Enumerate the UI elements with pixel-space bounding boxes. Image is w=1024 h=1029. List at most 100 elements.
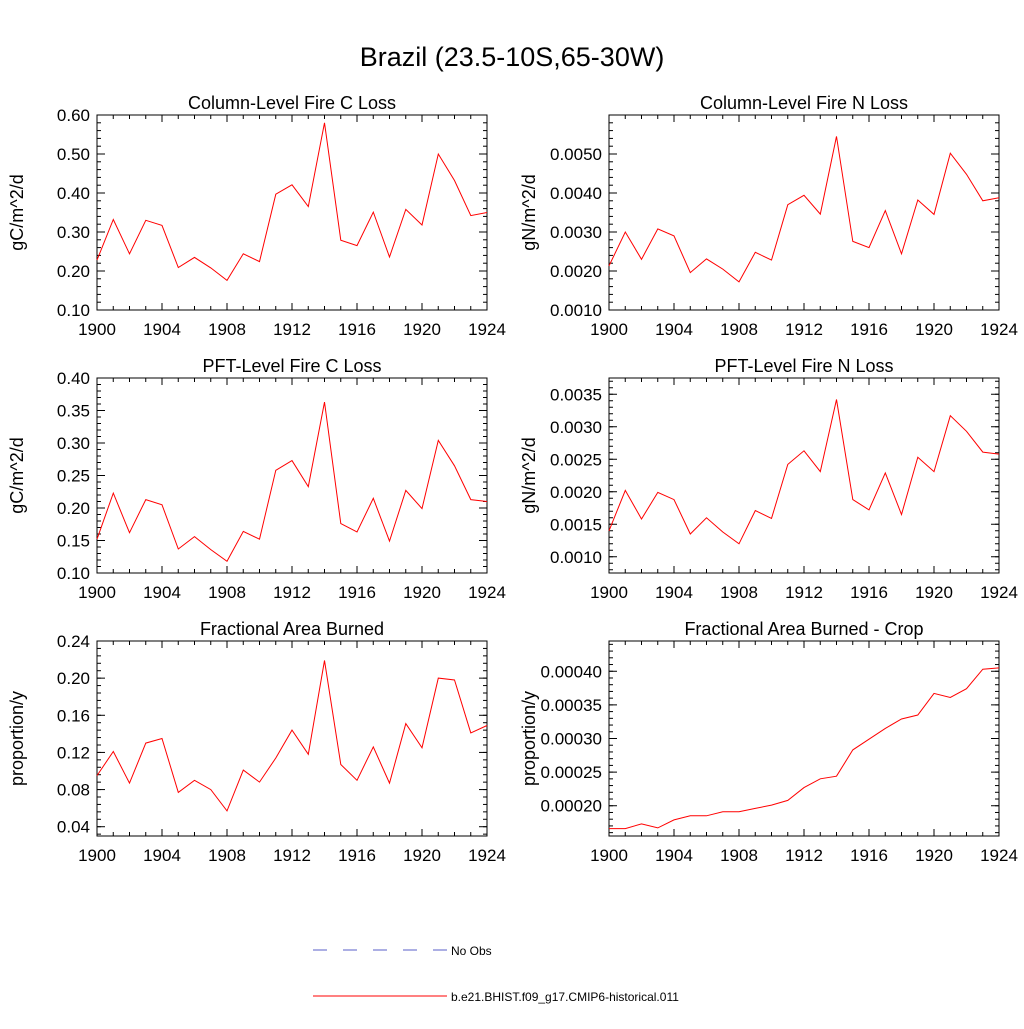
x-tick-label: 1904: [655, 583, 693, 602]
x-tick-label: 1920: [915, 583, 953, 602]
chart-panel: PFT-Level Fire C Loss gC/m^2/d 1900 1904 190…: [7, 356, 506, 602]
series-line: [608, 399, 1000, 545]
x-tick-label: 1904: [655, 846, 693, 865]
y-tick-label: 0.10: [57, 564, 90, 583]
x-tick-label: 1908: [720, 320, 758, 339]
y-axis-label: gC/m^2/d: [7, 437, 27, 513]
y-tick-label: 0.00040: [541, 662, 602, 681]
y-tick-label: 0.15: [57, 532, 90, 551]
x-tick-label: 1912: [273, 320, 311, 339]
y-tick-label: 0.0030: [550, 418, 602, 437]
y-tick-label: 0.16: [57, 706, 90, 725]
x-tick-label: 1900: [78, 320, 116, 339]
y-tick-label: 0.20: [57, 669, 90, 688]
chart-panels: Column-Level Fire C Loss gC/m^2/d 1900 1904…: [7, 93, 1018, 865]
y-tick-label: 0.50: [57, 145, 90, 164]
x-tick-label: 1920: [403, 320, 441, 339]
x-tick-label: 1916: [850, 846, 888, 865]
y-tick-label: 0.0035: [550, 385, 602, 404]
x-tick-label: 1900: [590, 583, 628, 602]
chart-panel: Fractional Area Burned proportion/y 1900 19…: [7, 619, 506, 865]
y-axis-label: gN/m^2/d: [519, 174, 539, 250]
x-tick-label: 1920: [403, 583, 441, 602]
y-tick-label: 0.35: [57, 402, 90, 421]
y-tick-label: 0.30: [57, 223, 90, 242]
series-line: [609, 667, 1000, 830]
panel-title: Column-Level Fire N Loss: [700, 93, 908, 113]
x-tick-label: 1920: [915, 320, 953, 339]
y-tick-label: 0.0020: [550, 262, 602, 281]
chart-panel: PFT-Level Fire N Loss gN/m^2/d 1900 1904 190…: [519, 356, 1018, 602]
y-axis-label: proportion/y: [7, 691, 27, 786]
x-tick-label: 1912: [785, 846, 823, 865]
panel-title: Fractional Area Burned - Crop: [684, 619, 923, 639]
x-tick-label: 1920: [403, 846, 441, 865]
x-tick-label: 1900: [590, 320, 628, 339]
series-line: [96, 660, 488, 812]
y-tick-label: 0.0040: [550, 184, 602, 203]
x-tick-label: 1900: [78, 583, 116, 602]
x-tick-label: 1904: [143, 846, 181, 865]
y-tick-label: 0.40: [57, 369, 90, 388]
x-tick-label: 1908: [720, 583, 758, 602]
x-tick-label: 1924: [980, 583, 1018, 602]
series-line: [96, 402, 488, 563]
panel-title: Column-Level Fire C Loss: [188, 93, 396, 113]
chart-panel: Column-Level Fire N Loss gN/m^2/d 1900 1904…: [519, 93, 1018, 339]
x-tick-label: 1908: [208, 320, 246, 339]
x-tick-label: 1924: [980, 320, 1018, 339]
panel-title: PFT-Level Fire N Loss: [714, 356, 893, 376]
x-tick-label: 1924: [468, 846, 506, 865]
x-tick-label: 1904: [143, 320, 181, 339]
y-axis-label: proportion/y: [519, 691, 539, 786]
y-tick-label: 0.24: [57, 632, 90, 651]
x-tick-label: 1920: [915, 846, 953, 865]
y-tick-label: 0.30: [57, 434, 90, 453]
x-tick-label: 1924: [468, 583, 506, 602]
x-tick-label: 1912: [273, 583, 311, 602]
x-tick-label: 1916: [338, 320, 376, 339]
y-tick-label: 0.00020: [541, 797, 602, 816]
y-axis-label: gC/m^2/d: [7, 174, 27, 250]
y-tick-label: 0.00035: [541, 696, 602, 715]
y-tick-label: 0.0015: [550, 515, 602, 534]
x-tick-label: 1908: [720, 846, 758, 865]
panel-title: Fractional Area Burned: [200, 619, 384, 639]
plot-frame: [608, 377, 1000, 574]
y-tick-label: 0.40: [57, 184, 90, 203]
plot-frame: [96, 377, 488, 574]
panel-title: PFT-Level Fire C Loss: [202, 356, 381, 376]
x-tick-label: 1908: [208, 583, 246, 602]
y-tick-label: 0.12: [57, 743, 90, 762]
y-tick-label: 0.20: [57, 262, 90, 281]
y-tick-label: 0.20: [57, 499, 90, 518]
y-tick-label: 0.0010: [550, 301, 602, 320]
x-tick-label: 1916: [338, 583, 376, 602]
plot-frame: [96, 114, 488, 311]
plot-frame: [96, 640, 488, 837]
y-tick-label: 0.00030: [541, 730, 602, 749]
x-tick-label: 1900: [78, 846, 116, 865]
chart-panel: Fractional Area Burned - Crop proportion/…: [519, 619, 1018, 865]
y-tick-label: 0.10: [57, 301, 90, 320]
y-tick-label: 0.0030: [550, 223, 602, 242]
x-tick-label: 1912: [273, 846, 311, 865]
figure-title: Brazil (23.5-10S,65-30W): [360, 42, 665, 72]
x-tick-label: 1924: [980, 846, 1018, 865]
x-tick-label: 1904: [655, 320, 693, 339]
x-tick-label: 1908: [208, 846, 246, 865]
y-tick-label: 0.0025: [550, 450, 602, 469]
x-tick-label: 1916: [850, 583, 888, 602]
y-tick-label: 0.00025: [541, 763, 602, 782]
chart-panel: Column-Level Fire C Loss gC/m^2/d 1900 1904…: [7, 93, 506, 339]
y-tick-label: 0.08: [57, 781, 90, 800]
x-tick-label: 1916: [850, 320, 888, 339]
y-tick-label: 0.0010: [550, 548, 602, 567]
plot-frame: [608, 640, 1000, 837]
series-line: [608, 136, 1000, 283]
legend-label-model-run: b.e21.BHIST.f09_g17.CMIP6-historical.011: [451, 990, 679, 1004]
y-tick-label: 0.25: [57, 467, 90, 486]
series-line: [96, 122, 488, 282]
